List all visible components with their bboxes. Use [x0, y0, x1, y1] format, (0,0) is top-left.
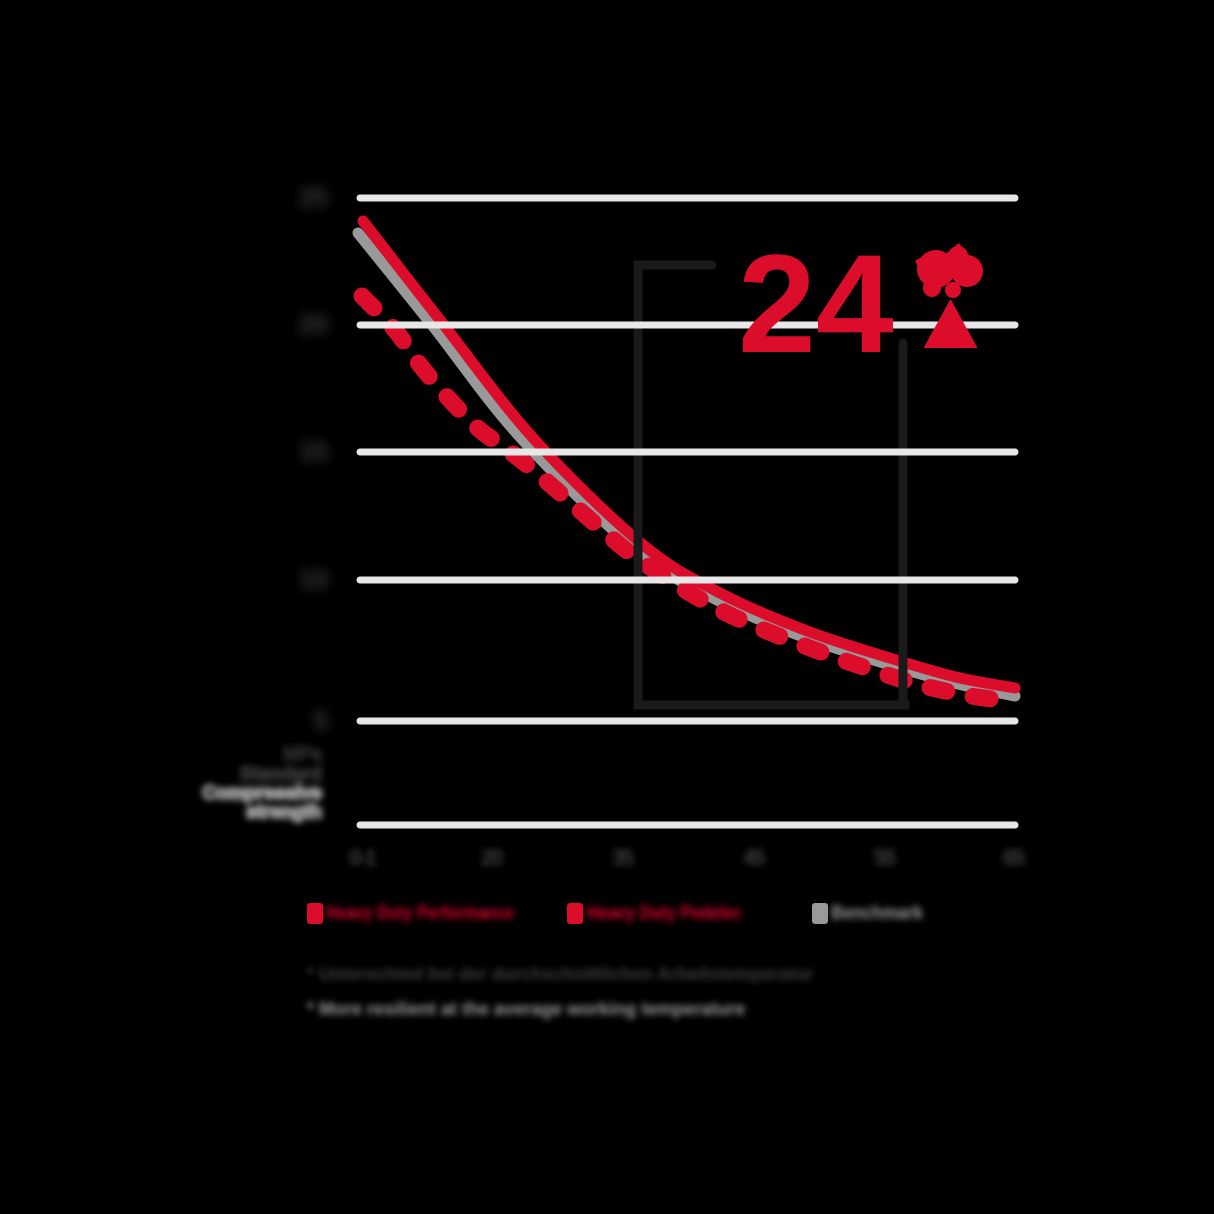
- svg-text:45: 45: [743, 845, 765, 870]
- svg-text:25: 25: [299, 182, 328, 212]
- svg-text:Benchmark: Benchmark: [831, 903, 923, 924]
- svg-text:65: 65: [1003, 845, 1025, 870]
- svg-text:Heavy Duty Pedelec: Heavy Duty Pedelec: [587, 903, 742, 924]
- svg-text:5: 5: [314, 705, 328, 735]
- svg-text:20: 20: [299, 309, 328, 339]
- svg-text:* Unterschied bei der durchsch: * Unterschied bei der durchschnittlichen…: [307, 964, 813, 984]
- svg-text:* More resilient at the averag: * More resilient at the average working …: [307, 999, 745, 1019]
- svg-text:MPa: MPa: [283, 744, 323, 765]
- svg-text:Standard: Standard: [240, 764, 322, 785]
- svg-text:15: 15: [299, 436, 328, 466]
- svg-text:20: 20: [481, 845, 503, 870]
- svg-text:Compressive: Compressive: [203, 783, 322, 804]
- svg-text:10: 10: [299, 564, 328, 594]
- svg-text:strength: strength: [246, 802, 322, 823]
- svg-text:55: 55: [874, 845, 896, 870]
- svg-text:0-1: 0-1: [349, 845, 377, 870]
- svg-text:Heavy Duty Performance: Heavy Duty Performance: [326, 903, 514, 924]
- svg-text:24: 24: [738, 225, 894, 382]
- svg-text:35: 35: [612, 845, 634, 870]
